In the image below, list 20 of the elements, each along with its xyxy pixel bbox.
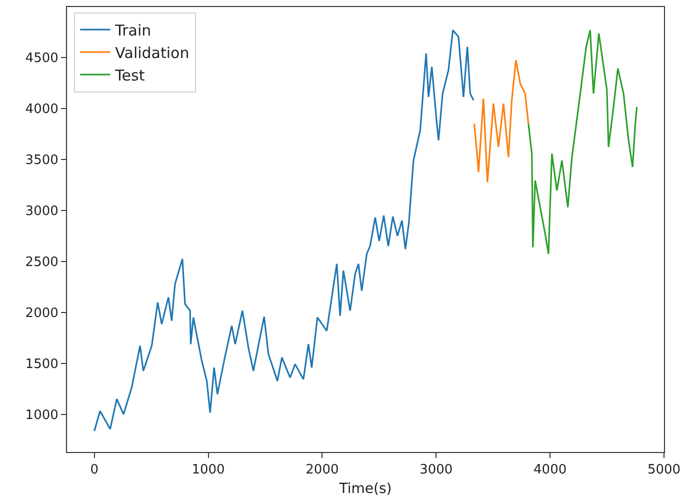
x-tick-label: 2000: [306, 462, 339, 478]
y-tick-label: 4000: [25, 102, 58, 117]
x-tick-label: 1000: [192, 462, 225, 478]
legend-label: Validation: [115, 44, 190, 62]
x-tick-label: 0: [90, 462, 98, 478]
y-tick-label: 3000: [25, 204, 58, 219]
legend-label: Train: [114, 21, 152, 40]
y-tick-label: 4500: [25, 51, 58, 66]
x-tick-label: 3000: [420, 462, 453, 478]
legend-label: Test: [114, 66, 145, 84]
line-series: [528, 29, 638, 255]
y-tick-label: 2000: [25, 306, 58, 321]
line-series: [473, 59, 530, 183]
x-tick-label: 4000: [534, 462, 567, 478]
y-tick-label: 1500: [25, 356, 58, 372]
y-tick-label: 2500: [25, 254, 58, 270]
y-tick-label: 3500: [25, 152, 58, 168]
x-tick-label: 5000: [647, 462, 681, 478]
y-tick-label: 1000: [25, 408, 58, 423]
x-axis-title: Time(s): [338, 480, 392, 497]
